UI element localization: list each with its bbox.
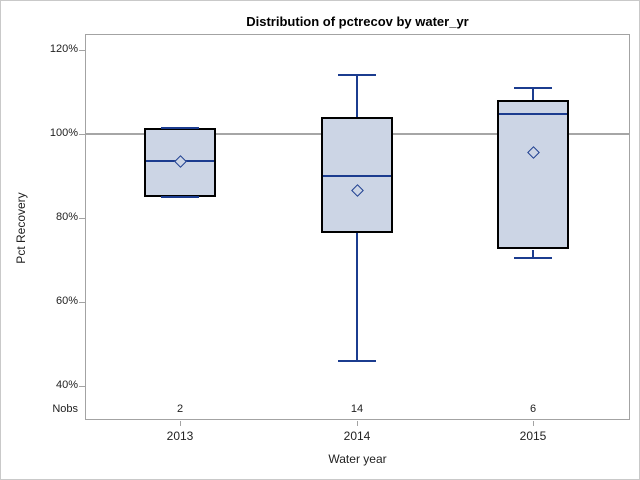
y-tick-mark: [79, 218, 85, 219]
x-tick-mark: [180, 421, 181, 426]
y-tick-mark: [79, 134, 85, 135]
whisker-cap-upper: [338, 74, 376, 77]
box-2014: [321, 117, 393, 233]
whisker-cap-upper: [514, 86, 552, 89]
x-tick-label: 2015: [519, 429, 547, 443]
nobs-value: 6: [529, 403, 537, 415]
y-tick-label: 100%: [49, 127, 78, 139]
median-line: [499, 112, 567, 115]
nobs-value: 14: [350, 403, 364, 415]
whisker-upper: [356, 75, 358, 118]
y-tick-label: 60%: [55, 295, 78, 307]
y-tick-mark: [79, 386, 85, 387]
whisker-cap-upper: [161, 126, 199, 129]
whisker-lower: [532, 249, 534, 258]
y-tick-label: 80%: [55, 211, 78, 223]
x-tick-mark: [533, 421, 534, 426]
whisker-cap-lower: [161, 196, 199, 198]
box-2015: [497, 100, 569, 250]
plot-area: [85, 34, 630, 420]
whisker-lower: [356, 232, 358, 361]
y-axis-title: Pct Recovery: [14, 192, 28, 264]
nobs-label: Nobs: [52, 403, 78, 415]
y-tick-mark: [79, 50, 85, 51]
x-tick-label: 2014: [343, 429, 371, 443]
x-tick-label: 2013: [166, 429, 194, 443]
whisker-cap-lower: [338, 359, 376, 362]
median-line: [323, 175, 391, 177]
whisker-cap-lower: [514, 256, 552, 259]
y-tick-label: 40%: [55, 379, 78, 391]
x-tick-mark: [357, 421, 358, 426]
whisker-upper: [532, 87, 534, 101]
y-tick-mark: [79, 302, 85, 303]
x-axis-title: Water year: [328, 452, 387, 466]
nobs-value: 2: [176, 403, 184, 415]
chart-title: Distribution of pctrecov by water_yr: [246, 14, 469, 29]
y-tick-label: 120%: [49, 43, 78, 55]
